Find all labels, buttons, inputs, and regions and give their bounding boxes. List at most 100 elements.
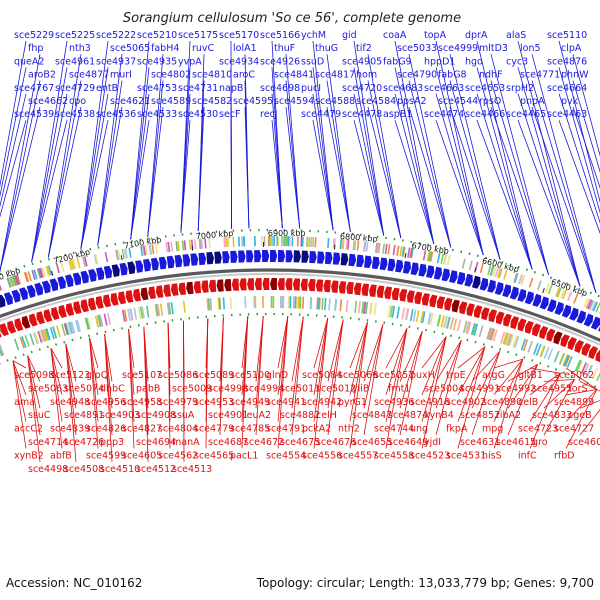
gene-leader-line xyxy=(476,40,533,270)
forward-gene-arrow xyxy=(590,316,600,330)
gene-leader-line xyxy=(80,120,109,250)
gene-leader-line xyxy=(285,54,301,229)
gene-label: lon5 xyxy=(520,43,541,54)
category-tick xyxy=(63,323,69,336)
forward-gene-arrow xyxy=(277,250,286,263)
category-tick xyxy=(188,239,192,250)
category-tick xyxy=(60,262,65,273)
reverse-gene-arrow xyxy=(421,293,430,306)
category-tick xyxy=(151,244,155,255)
category-tick xyxy=(547,284,553,295)
gene-leader-line xyxy=(490,54,549,275)
category-tick xyxy=(409,247,413,259)
forward-gene-arrow xyxy=(72,272,82,286)
category-tick xyxy=(567,291,573,302)
category-tick xyxy=(429,251,434,262)
category-tick xyxy=(321,297,324,310)
gene-label: recJ xyxy=(260,109,278,120)
gene-leader-line xyxy=(385,328,408,395)
gene-label: sce4662 xyxy=(28,96,68,107)
category-tick xyxy=(194,239,197,250)
category-tick xyxy=(478,325,484,338)
gene-leader-line xyxy=(435,340,462,436)
gene-label: sce5225 xyxy=(55,30,95,41)
category-tick xyxy=(33,332,39,345)
map-title: Sorangium cellulosum 'So ce 56', complet… xyxy=(123,11,461,26)
category-tick xyxy=(354,300,358,313)
reverse-gene-arrow xyxy=(231,278,239,291)
gene-leader-line xyxy=(326,106,351,232)
gene-label: hppD1 xyxy=(424,56,455,67)
forward-gene-arrow xyxy=(547,299,557,313)
gene-leader-line xyxy=(130,120,150,240)
category-tick xyxy=(365,301,369,315)
category-tick xyxy=(471,323,477,336)
forward-gene-arrow xyxy=(487,279,496,293)
gene-label: sce4599 xyxy=(86,450,126,461)
gene-label: sce4882 xyxy=(280,410,320,421)
scale-tick-label: 6800 kbp xyxy=(340,232,378,244)
gene-leader-line xyxy=(89,337,99,395)
reverse-gene-arrow xyxy=(95,296,104,309)
forward-gene-arrow xyxy=(103,265,113,279)
gene-label: entB xyxy=(96,83,118,94)
forward-gene-arrow xyxy=(96,267,105,281)
gene-label: phnW xyxy=(561,70,589,81)
gene-leader-line xyxy=(449,106,501,260)
category-tick xyxy=(309,297,312,310)
category-tick xyxy=(29,333,35,346)
forward-gene-arrow xyxy=(206,252,214,265)
category-tick xyxy=(207,298,211,311)
gene-label: sce5066 xyxy=(338,370,378,381)
category-tick xyxy=(497,267,502,278)
category-tick xyxy=(13,338,20,351)
gene-label: sce4584 xyxy=(356,96,396,107)
gene-label: sce4891 xyxy=(64,410,104,421)
category-tick xyxy=(592,301,598,312)
category-tick xyxy=(61,323,66,336)
category-tick xyxy=(327,237,330,249)
reverse-gene-arrow xyxy=(503,313,512,327)
gene-leader-line xyxy=(517,120,581,287)
category-tick xyxy=(339,299,343,312)
reverse-gene-arrow xyxy=(524,320,534,334)
reverse-gene-arrow xyxy=(338,281,347,294)
gene-label: sce4595 xyxy=(233,96,273,107)
gene-label: cpo xyxy=(69,96,86,107)
gene-label: sce4937 xyxy=(96,56,136,67)
gene-leader-line xyxy=(435,40,484,256)
gene-label: sce4562 xyxy=(158,450,198,461)
forward-gene-arrow xyxy=(364,255,372,269)
category-tick xyxy=(36,268,42,279)
category-tick xyxy=(182,300,186,313)
gene-leader-line xyxy=(558,120,600,235)
gene-label: sce5084 xyxy=(302,370,342,381)
category-tick xyxy=(104,252,109,263)
reverse-gene-arrow xyxy=(466,303,475,317)
gene-leader-line xyxy=(457,346,486,422)
gene-label: sce5063 xyxy=(28,383,68,394)
gene-leader-line xyxy=(349,322,368,395)
gene-label: sce4958 xyxy=(122,397,162,408)
gene-leader-line xyxy=(312,120,334,231)
category-tick xyxy=(27,271,32,282)
category-tick xyxy=(415,310,420,323)
gene-leader-line xyxy=(0,80,41,273)
category-tick xyxy=(533,342,539,355)
gene-leader-line xyxy=(0,106,41,273)
gene-leader-line xyxy=(572,106,600,189)
forward-gene-arrow xyxy=(262,250,270,262)
category-tick xyxy=(462,320,468,333)
category-tick xyxy=(407,247,411,258)
forward-gene-arrow xyxy=(309,251,317,264)
gene-label: sce4531 xyxy=(446,450,486,461)
category-tick xyxy=(461,258,466,269)
gene-label: fhp xyxy=(28,43,43,54)
gene-leader-line xyxy=(565,389,597,396)
gene-label: sce4510 xyxy=(100,464,140,475)
gene-label: ssuC xyxy=(28,410,51,421)
gene-leader-line xyxy=(50,348,63,449)
category-tick xyxy=(498,268,503,279)
category-tick xyxy=(401,246,405,257)
category-tick xyxy=(68,321,74,334)
